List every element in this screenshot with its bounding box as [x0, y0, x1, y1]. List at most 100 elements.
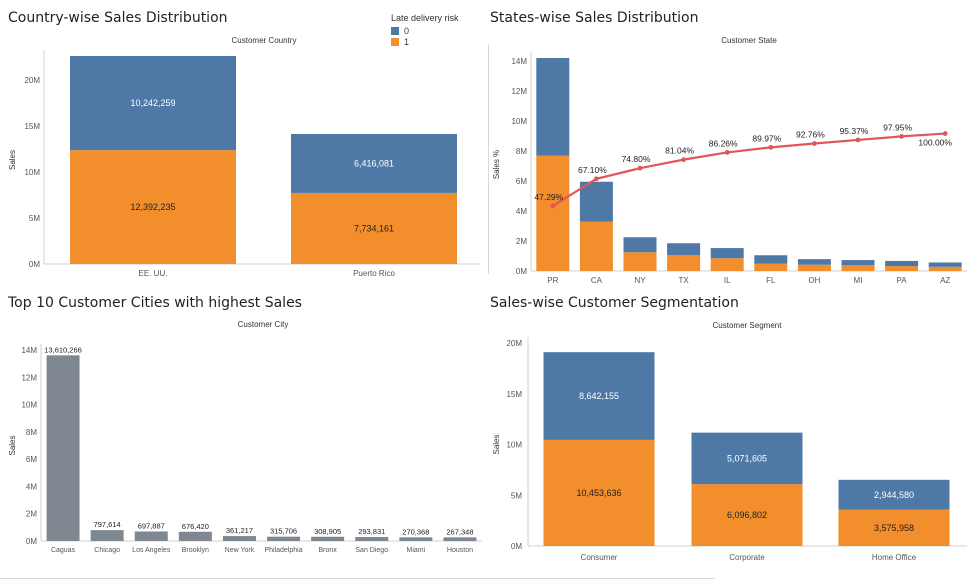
segment-y-tick-label: 10M	[506, 441, 522, 450]
states-bar-risk1	[536, 155, 570, 271]
segment-bar-risk1	[543, 439, 655, 546]
cities-x-tick-label: Bronx	[319, 547, 338, 554]
segment-y-tick-label: 5M	[511, 491, 522, 500]
segment-bar-risk1	[838, 509, 950, 546]
cities-x-tick-label: New York	[225, 547, 255, 554]
cities-data-label: 293,831	[358, 527, 385, 536]
states-x-tick-label: MI	[854, 276, 863, 285]
states-pareto-label: 47.29%	[534, 192, 563, 202]
states-axis-header: Customer State	[721, 36, 777, 45]
states-pareto-point	[724, 150, 730, 155]
segment-data-label: 6,096,802	[727, 510, 767, 520]
cities-data-label: 270,368	[402, 527, 429, 536]
states-x-tick-label: FL	[766, 276, 776, 285]
cities-bar	[399, 537, 433, 541]
segment-y-tick-label: 0M	[511, 542, 522, 551]
cities-y-axis-label: Sales	[8, 435, 17, 455]
states-frame-left	[488, 44, 489, 274]
states-y-tick-label: 2M	[516, 237, 527, 246]
states-x-tick-label: AZ	[940, 276, 950, 285]
country-bar-risk1	[70, 150, 236, 264]
states-y-tick-label: 12M	[511, 87, 527, 96]
states-bar-risk1	[579, 221, 613, 271]
country-y-tick-label: 0M	[29, 260, 40, 269]
states-bar-risk0	[797, 259, 831, 265]
country-y-axis-label: Sales	[8, 150, 17, 170]
country-y-tick-label: 15M	[24, 122, 40, 131]
legend-swatch-1	[391, 37, 399, 46]
states-y-tick-label: 8M	[516, 147, 527, 156]
legend-title: Late delivery risk	[391, 13, 459, 23]
states-bar-risk0	[623, 237, 657, 253]
segment-x-tick-label: Home Office	[872, 553, 917, 562]
bottom-separator	[0, 578, 715, 579]
cities-x-tick-label: Chicago	[94, 547, 120, 554]
country-data-label: 10,242,259	[130, 98, 175, 108]
states-pareto-label: 100.00%	[918, 138, 952, 148]
cities-x-tick-label: Philadelphia	[264, 547, 302, 554]
states-x-tick-label: NY	[634, 276, 646, 285]
cities-data-label: 676,420	[182, 522, 209, 531]
states-bar-risk1	[885, 266, 919, 271]
segment-y-tick-label: 20M	[506, 339, 522, 348]
states-bar-risk0	[667, 243, 701, 256]
segment-data-label: 5,071,605	[727, 453, 767, 463]
cities-bar	[443, 537, 477, 541]
states-pareto-point	[899, 133, 904, 139]
cities-bar	[267, 536, 301, 541]
states-pareto-label: 92.76%	[796, 130, 825, 140]
states-bar-risk1	[710, 258, 744, 271]
legend-item-1[interactable]: 1	[391, 36, 459, 47]
country-data-label: 6,416,081	[354, 158, 394, 168]
cities-bar	[311, 536, 345, 541]
states-pareto-point	[594, 176, 599, 182]
country-data-label: 7,734,161	[354, 223, 394, 233]
legend-item-0[interactable]: 0	[391, 25, 459, 36]
cities-y-tick-label: 0M	[26, 537, 37, 546]
cities-y-tick-label: 14M	[21, 346, 37, 355]
cities-y-tick-label: 12M	[21, 373, 37, 382]
states-bar-risk1	[841, 265, 875, 271]
states-bar-risk0	[754, 255, 788, 264]
segment-y-axis-label: Sales	[492, 434, 501, 454]
cities-y-tick-label: 6M	[26, 455, 37, 464]
country-bar-risk0	[70, 56, 236, 151]
country-y-tick-label: 5M	[29, 214, 40, 223]
country-x-tick-label: EE. UU.	[139, 269, 168, 278]
cities-bar	[134, 531, 168, 541]
segment-axis-header: Customer Segment	[713, 321, 783, 330]
states-pareto-point	[637, 165, 643, 171]
country-chart-title: Country-wise Sales Distribution	[8, 10, 228, 26]
states-x-tick-label: PA	[897, 276, 908, 285]
states-pareto-label: 67.10%	[578, 165, 607, 175]
cities-data-label: 797,614	[94, 520, 121, 529]
states-bar-risk0	[579, 181, 613, 222]
segment-data-label: 3,575,958	[874, 523, 914, 533]
states-x-tick-label: PR	[547, 276, 558, 285]
country-data-label: 12,392,235	[130, 202, 175, 212]
states-pareto-label: 89.97%	[752, 133, 781, 143]
segment-x-tick-label: Consumer	[581, 553, 618, 562]
states-pareto-point	[942, 131, 948, 136]
states-bar-risk0	[928, 262, 962, 267]
states-y-tick-label: 14M	[511, 57, 527, 66]
segment-data-label: 10,453,636	[576, 488, 621, 498]
states-y-tick-label: 0M	[516, 267, 527, 276]
segment-data-label: 8,642,155	[579, 391, 619, 401]
country-bar-risk0	[291, 133, 457, 193]
states-bar-risk1	[928, 266, 962, 271]
cities-x-tick-label: Houston	[447, 547, 473, 554]
legend: Late delivery risk 0 1	[391, 13, 459, 47]
states-y-tick-label: 4M	[516, 207, 527, 216]
states-bar-risk1	[667, 255, 701, 271]
cities-x-tick-label: San Diego	[355, 547, 388, 554]
states-pareto-label: 74.80%	[622, 154, 651, 164]
segment-bar-risk0	[691, 432, 803, 485]
cities-axis-header: Customer City	[238, 320, 289, 329]
cities-y-tick-label: 2M	[26, 510, 37, 519]
states-bar-risk0	[536, 58, 570, 156]
cities-data-label: 361,217	[226, 526, 253, 535]
country-bar-risk1	[291, 192, 457, 264]
states-pareto-point	[550, 203, 556, 209]
cities-x-tick-label: Caguas	[51, 547, 76, 554]
